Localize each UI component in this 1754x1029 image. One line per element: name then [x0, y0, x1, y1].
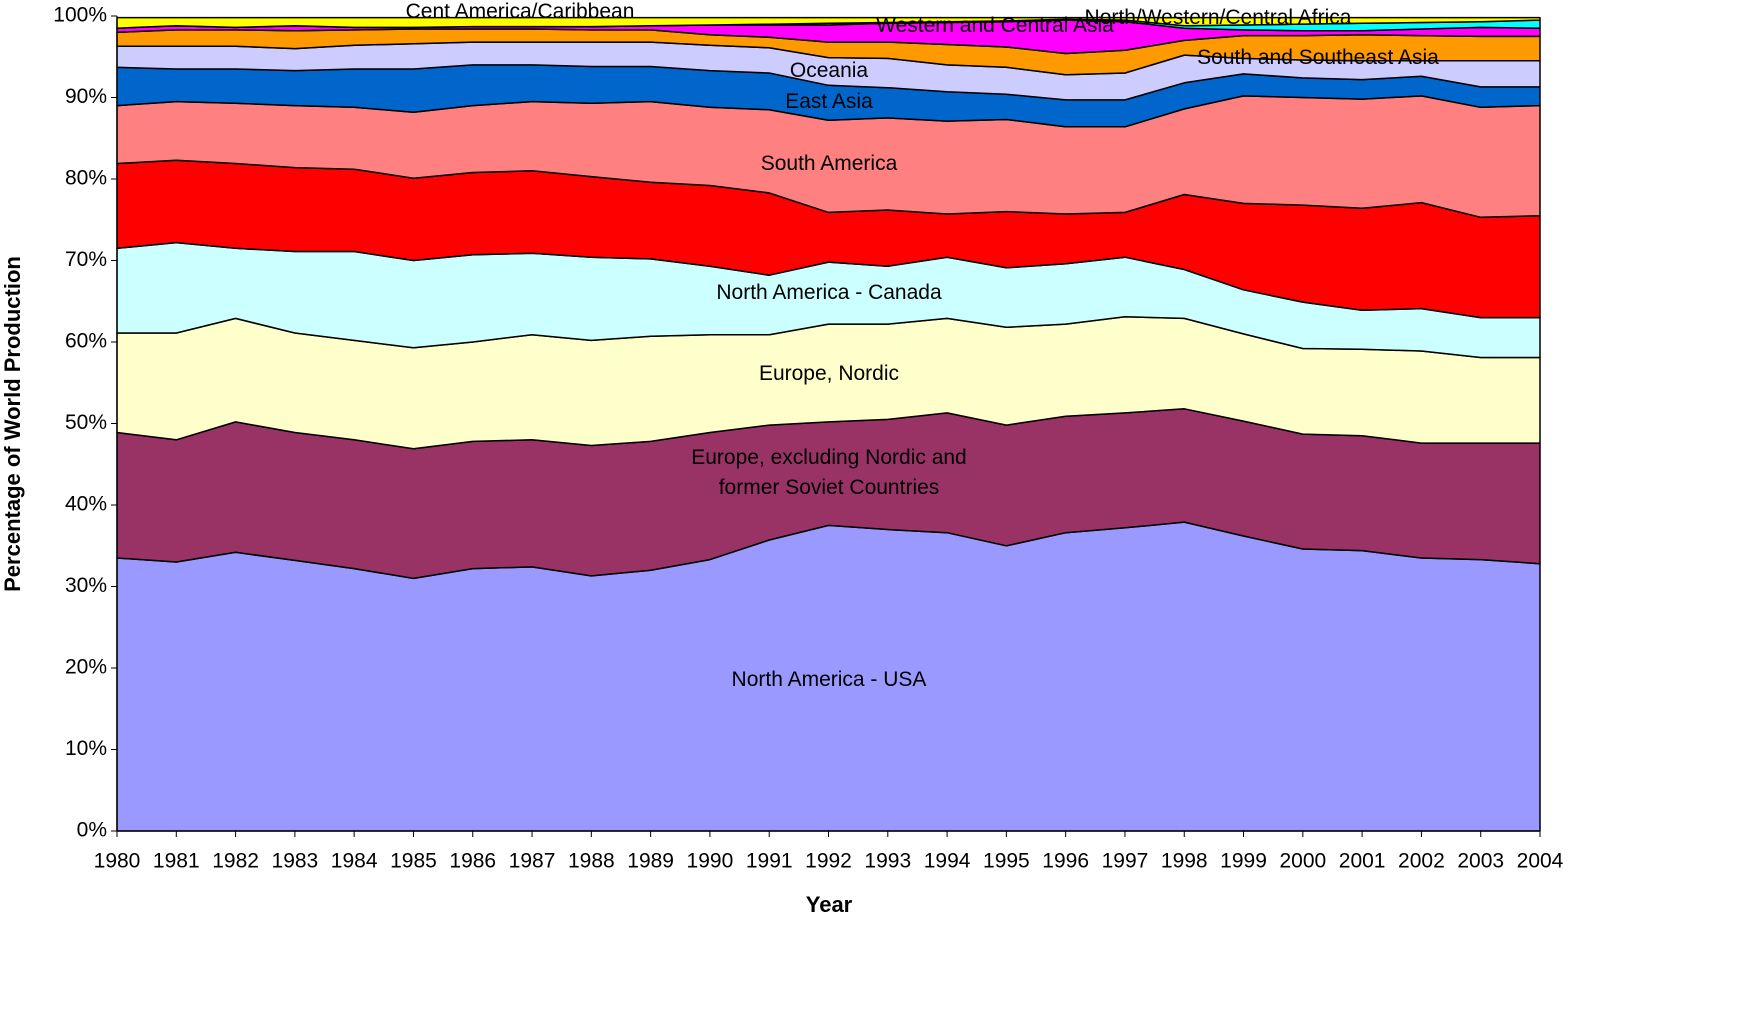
y-tick-label: 80% [65, 167, 107, 190]
x-tick-label: 1983 [272, 850, 319, 873]
x-tick-label: 1997 [1102, 850, 1149, 873]
y-tick-label: 40% [65, 493, 107, 516]
x-tick-label: 1991 [746, 850, 793, 873]
x-tick-label: 1996 [1042, 850, 1089, 873]
x-tick-label: 2003 [1457, 850, 1504, 873]
area-series [116, 521, 1541, 832]
y-tick-label: 10% [65, 737, 107, 760]
x-tick-label: 1990 [687, 850, 734, 873]
y-tick-label: 50% [65, 411, 107, 434]
x-tick-label: 1985 [390, 850, 437, 873]
x-tick-label: 2001 [1339, 850, 1386, 873]
y-tick-label: 70% [65, 248, 107, 271]
x-tick-label: 1986 [449, 850, 496, 873]
x-tick-label: 1981 [153, 850, 200, 873]
x-axis-title: Year [806, 892, 853, 917]
area-series [116, 16, 1541, 29]
x-tick-label: 1982 [212, 850, 259, 873]
x-tick-label: 1987 [509, 850, 556, 873]
y-tick-label: 30% [65, 574, 107, 597]
x-tick-label: 1988 [568, 850, 615, 873]
x-tick-label: 1995 [983, 850, 1030, 873]
x-tick-label: 1998 [1161, 850, 1208, 873]
y-tick-label: 60% [65, 330, 107, 353]
x-tick-label: 1994 [924, 850, 971, 873]
x-tick-label: 2002 [1398, 850, 1445, 873]
x-tick-label: 1989 [627, 850, 674, 873]
y-tick-label: 100% [53, 4, 107, 27]
y-tick-label: 20% [65, 656, 107, 679]
y-axis-title: Percentage of World Production [0, 256, 25, 592]
y-tick-label: 90% [65, 85, 107, 108]
x-tick-label: 1980 [94, 850, 141, 873]
x-tick-label: 2000 [1279, 850, 1326, 873]
x-tick-label: 1993 [864, 850, 911, 873]
y-tick-label: 0% [77, 819, 107, 842]
x-tick-label: 2004 [1517, 850, 1564, 873]
x-tick-label: 1992 [805, 850, 852, 873]
x-tick-label: 1984 [331, 850, 378, 873]
x-tick-label: 1999 [1220, 850, 1267, 873]
